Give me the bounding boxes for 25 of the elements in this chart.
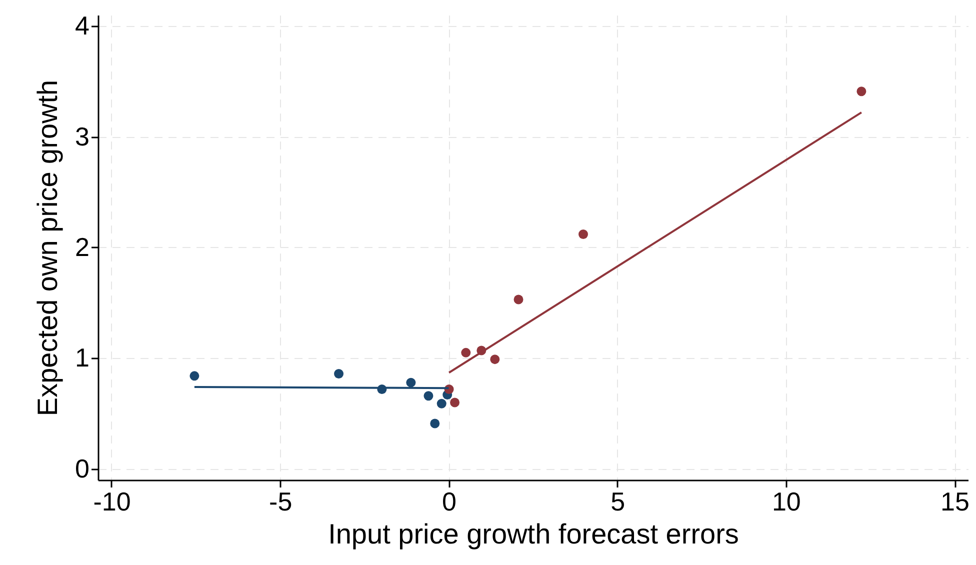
x-tick-label: -5: [269, 486, 292, 516]
point: [436, 398, 446, 408]
y-tick-label: 0: [75, 453, 90, 484]
y-tick-label: 4: [75, 10, 90, 41]
point: [190, 371, 200, 381]
point: [424, 391, 434, 401]
y-tick-label: 2: [75, 232, 90, 262]
point: [490, 354, 500, 364]
point: [334, 368, 344, 378]
point: [406, 378, 416, 388]
x-tick-label: 15: [940, 486, 970, 516]
y-tick-label: 1: [75, 342, 90, 373]
point: [514, 294, 524, 304]
x-tick-label: -10: [93, 486, 131, 516]
x-tick-label: 0: [442, 486, 456, 516]
point: [578, 229, 588, 239]
point: [856, 86, 866, 96]
y-tick-label: 3: [75, 121, 90, 152]
x-axis-title: Input price growth forecast errors: [328, 518, 739, 550]
x-tick-label: 10: [772, 486, 801, 516]
x-tick-label: 5: [610, 486, 626, 516]
point: [461, 348, 471, 358]
point: [430, 418, 440, 428]
y-axis-title: Expected own price growth: [32, 80, 64, 416]
point: [450, 398, 460, 408]
